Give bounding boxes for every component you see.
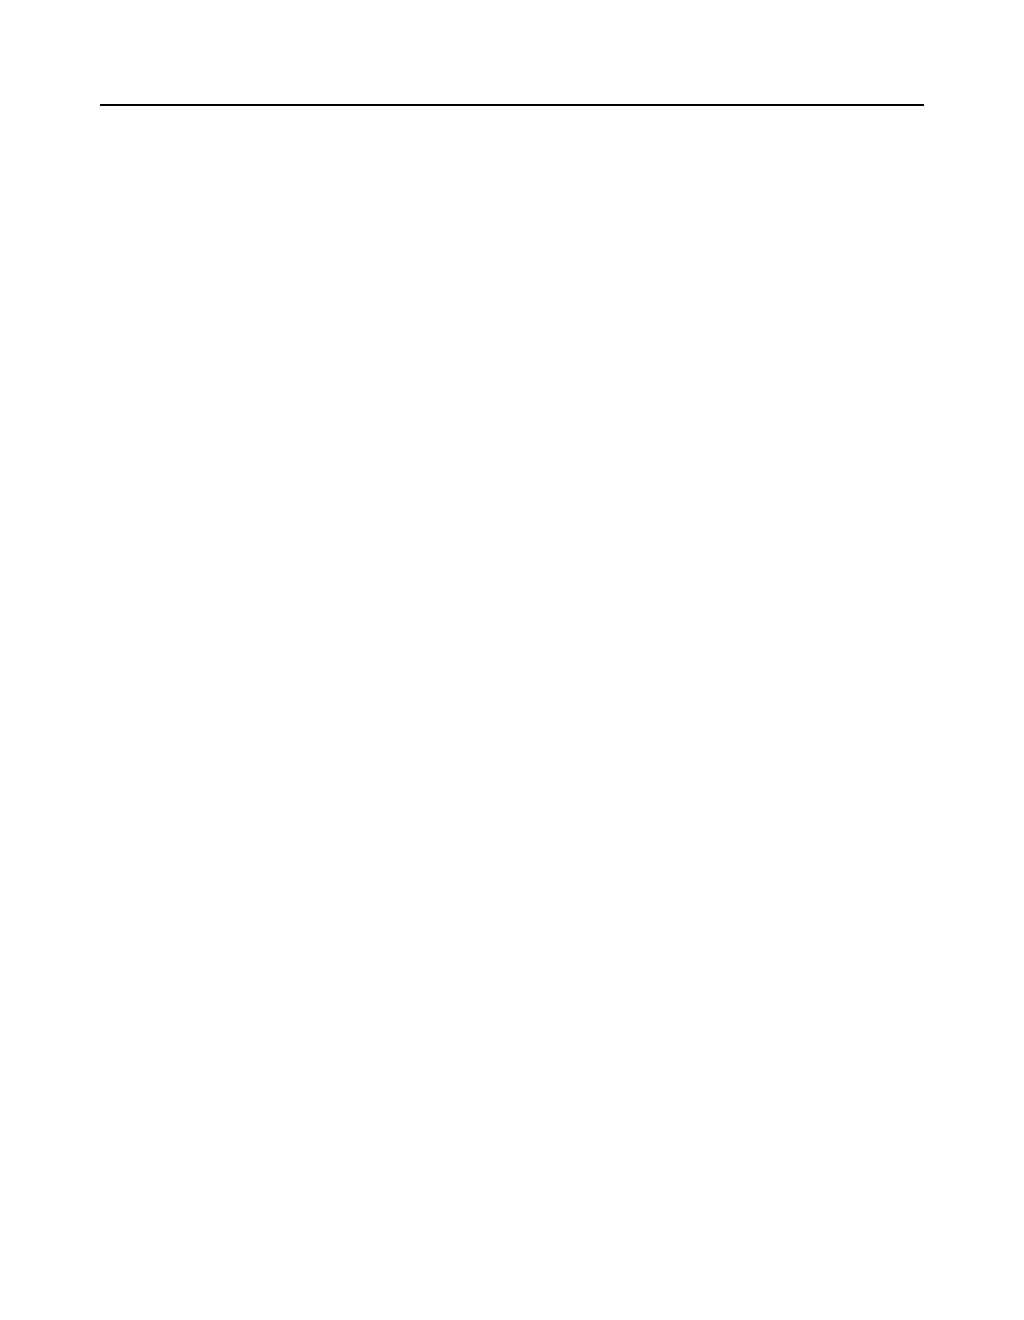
header-divider [100, 104, 924, 106]
